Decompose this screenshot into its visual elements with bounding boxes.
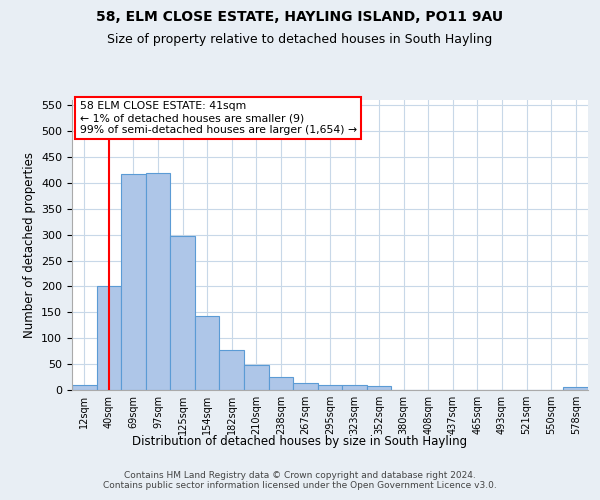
Text: Contains HM Land Registry data © Crown copyright and database right 2024.
Contai: Contains HM Land Registry data © Crown c… xyxy=(103,470,497,490)
Bar xyxy=(97,286,121,390)
Bar xyxy=(220,350,244,390)
Y-axis label: Number of detached properties: Number of detached properties xyxy=(23,152,35,338)
Text: Distribution of detached houses by size in South Hayling: Distribution of detached houses by size … xyxy=(133,435,467,448)
Bar xyxy=(121,174,146,390)
Bar xyxy=(342,385,367,390)
Bar xyxy=(269,377,293,390)
Bar xyxy=(72,385,97,390)
Bar xyxy=(293,384,318,390)
Bar xyxy=(195,316,220,390)
Bar xyxy=(318,385,342,390)
Bar xyxy=(244,364,269,390)
Text: 58, ELM CLOSE ESTATE, HAYLING ISLAND, PO11 9AU: 58, ELM CLOSE ESTATE, HAYLING ISLAND, PO… xyxy=(97,10,503,24)
Text: 58 ELM CLOSE ESTATE: 41sqm
← 1% of detached houses are smaller (9)
99% of semi-d: 58 ELM CLOSE ESTATE: 41sqm ← 1% of detac… xyxy=(80,102,357,134)
Bar xyxy=(146,172,170,390)
Bar xyxy=(170,236,195,390)
Text: Size of property relative to detached houses in South Hayling: Size of property relative to detached ho… xyxy=(107,32,493,46)
Bar xyxy=(563,388,588,390)
Bar xyxy=(367,386,391,390)
